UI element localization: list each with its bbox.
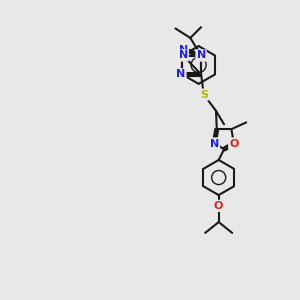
Text: S: S bbox=[200, 90, 208, 100]
Text: N: N bbox=[178, 45, 188, 55]
Text: N: N bbox=[176, 69, 185, 80]
Text: O: O bbox=[229, 139, 239, 148]
Text: N: N bbox=[196, 50, 206, 61]
Text: N: N bbox=[210, 139, 219, 148]
Text: O: O bbox=[214, 201, 224, 211]
Text: N: N bbox=[178, 50, 188, 61]
